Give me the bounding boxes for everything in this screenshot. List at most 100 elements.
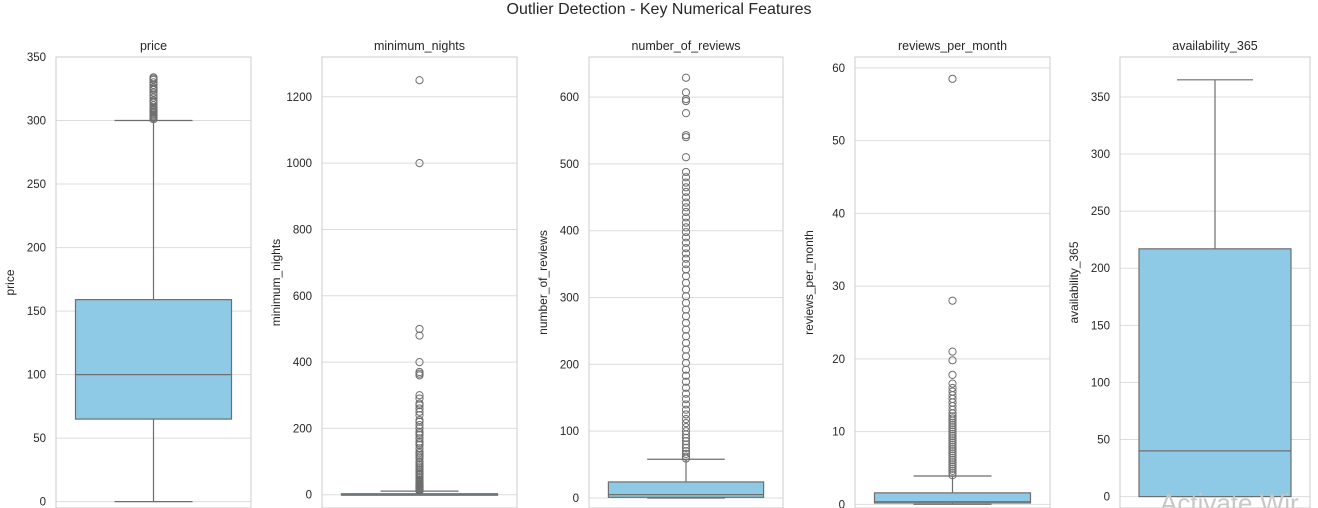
- iqr-box: [74, 299, 233, 420]
- outlier-point: [415, 76, 424, 85]
- outlier-point: [681, 338, 691, 348]
- y-tick-label: 1000: [286, 158, 312, 170]
- iqr-box: [873, 492, 1032, 504]
- y-tick-label: 250: [1091, 206, 1110, 218]
- outlier-point: [681, 415, 691, 424]
- y-tick-label: 250: [27, 179, 46, 191]
- outlier-point: [681, 203, 691, 212]
- outlier-point: [681, 371, 691, 380]
- outlier-point: [415, 331, 424, 340]
- outlier-point: [681, 178, 691, 187]
- outlier-point: [415, 404, 424, 413]
- y-tick-label: 400: [293, 357, 312, 369]
- y-tick-label: 500: [560, 159, 579, 171]
- outlier-point: [681, 325, 691, 334]
- outlier-point: [948, 436, 957, 445]
- outlier-point: [415, 407, 424, 416]
- y-axis-label: price: [3, 269, 17, 295]
- y-tick-label: 0: [1104, 492, 1110, 504]
- outlier-point: [681, 218, 691, 227]
- outlier-point: [681, 278, 691, 287]
- outlier-point: [948, 449, 957, 458]
- outlier-point: [948, 438, 957, 447]
- y-tick-label: 30: [832, 281, 845, 293]
- y-tick-label: 200: [27, 243, 46, 255]
- outlier-point: [681, 133, 691, 142]
- y-tick-label: 50: [832, 136, 845, 148]
- outlier-point: [948, 425, 957, 434]
- outlier-point: [948, 451, 957, 460]
- outlier-point: [681, 88, 691, 97]
- outlier-point: [681, 394, 691, 404]
- outlier-point: [681, 249, 691, 258]
- outlier-point: [415, 357, 424, 367]
- y-tick-label: 0: [40, 497, 46, 508]
- outlier-point: [149, 73, 158, 82]
- outlier-point: [948, 455, 957, 465]
- y-axis-label: reviews_per_month: [802, 230, 816, 335]
- outlier-point: [681, 305, 691, 314]
- outlier-point: [681, 400, 691, 409]
- outlier-point: [415, 394, 424, 403]
- outlier-point: [948, 347, 957, 356]
- outlier-point: [681, 377, 691, 386]
- y-tick-label: 600: [293, 291, 312, 303]
- outlier-point: [681, 233, 691, 242]
- outlier-point: [681, 198, 691, 207]
- outlier-point: [948, 427, 957, 436]
- outlier-point: [948, 74, 957, 83]
- outlier-point: [681, 405, 691, 414]
- outlier-point: [948, 466, 957, 476]
- outlier-point: [415, 447, 424, 456]
- outlier-point: [681, 440, 691, 449]
- subplots: 050100150200250300350priceprice020040060…: [3, 39, 1311, 508]
- outlier-point: [948, 464, 957, 473]
- outlier-point: [681, 131, 691, 140]
- y-tick-label: 100: [560, 426, 579, 438]
- outlier-point: [415, 369, 424, 378]
- y-tick-label: 800: [293, 224, 312, 236]
- outlier-point: [681, 265, 691, 274]
- outlier-point: [948, 414, 957, 423]
- y-tick-label: 400: [560, 226, 579, 238]
- outlier-point: [948, 471, 957, 480]
- outlier-point: [415, 324, 424, 334]
- y-tick-label: 200: [560, 359, 579, 371]
- iqr-box: [607, 481, 765, 498]
- axes-frame: [55, 56, 252, 508]
- y-tick-label: 300: [1091, 149, 1110, 161]
- outlier-point: [415, 457, 424, 466]
- outlier-point: [415, 391, 424, 400]
- outlier-point: [681, 437, 691, 446]
- outlier-point: [681, 447, 691, 456]
- outlier-point: [948, 420, 957, 430]
- subplot-title: number_of_reviews: [631, 39, 740, 53]
- outlier-point: [948, 440, 957, 449]
- y-tick-label: 10: [832, 427, 845, 439]
- outlier-point: [948, 442, 957, 451]
- y-tick-label: 20: [832, 354, 845, 366]
- y-axis-label: number_of_reviews: [536, 230, 550, 335]
- outlier-point: [681, 365, 691, 374]
- outlier-point: [681, 318, 691, 328]
- y-tick-label: 0: [573, 493, 579, 505]
- outlier-point: [681, 207, 691, 217]
- outlier-point: [681, 345, 691, 354]
- outlier-point: [681, 410, 691, 419]
- outlier-point: [681, 423, 691, 432]
- iqr-box: [1138, 248, 1292, 498]
- outlier-point: [681, 227, 691, 237]
- y-axis-label: minimum_nights: [269, 239, 283, 326]
- outlier-point: [415, 399, 424, 408]
- outlier-point: [681, 73, 691, 82]
- subplot-title: availability_365: [1172, 39, 1258, 53]
- outlier-point: [948, 383, 957, 393]
- outlier-point: [948, 387, 957, 396]
- outlier-point: [681, 419, 691, 428]
- outlier-point: [149, 78, 158, 87]
- outlier-point: [681, 254, 691, 263]
- outlier-point: [681, 272, 691, 281]
- outlier-point: [681, 167, 691, 177]
- activate-windows-watermark: Activate Wir: [1160, 488, 1299, 508]
- outlier-point: [681, 358, 691, 368]
